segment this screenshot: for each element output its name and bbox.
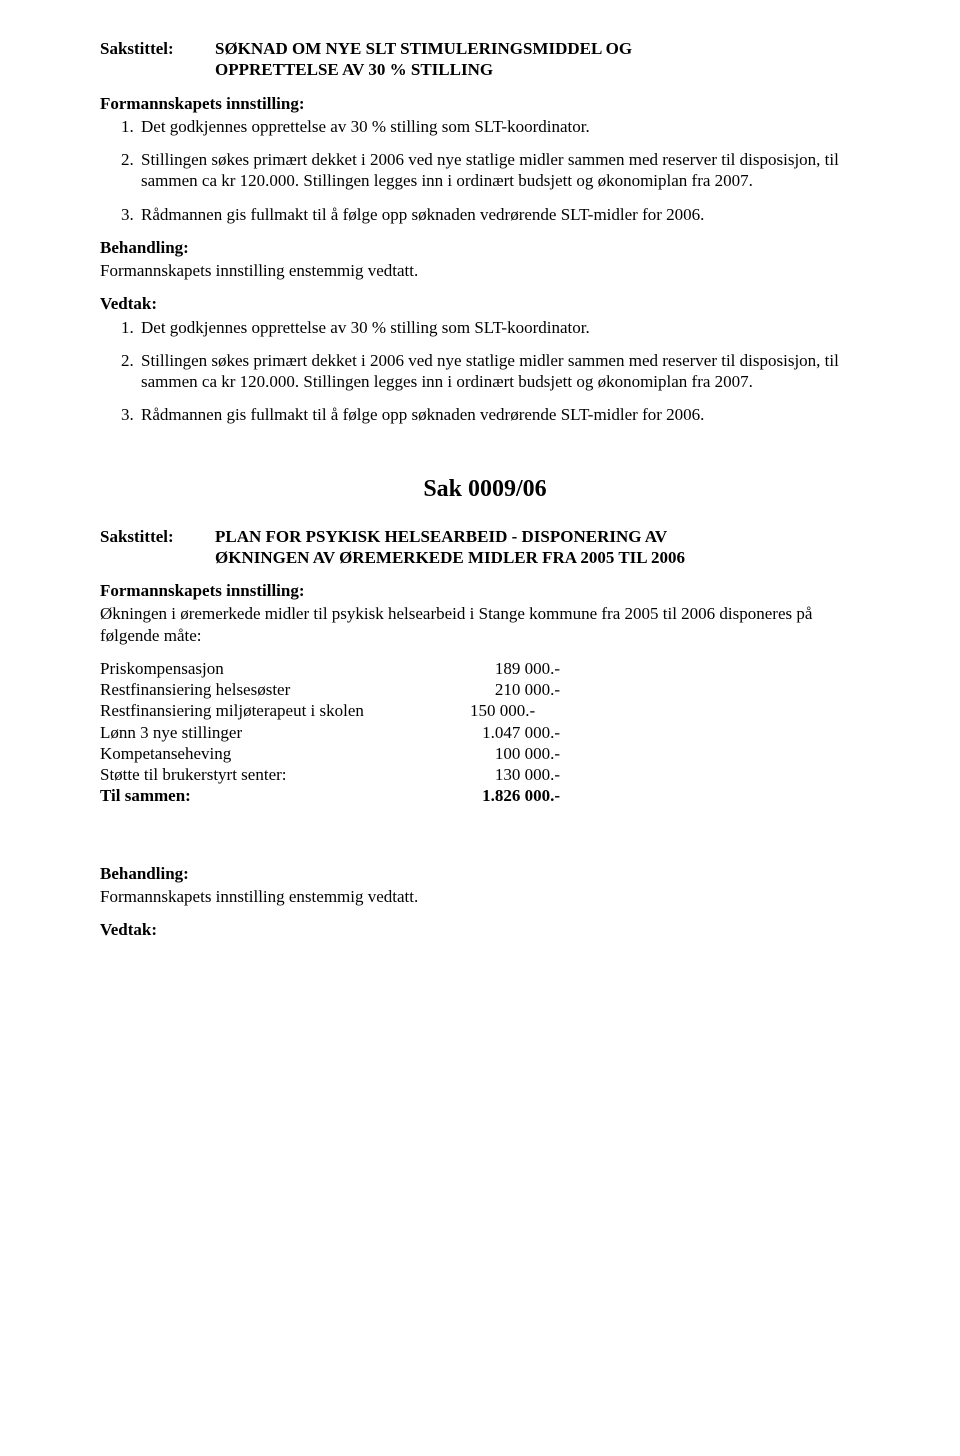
- sak2-behandling-text: Formannskapets innstilling enstemmig ved…: [100, 886, 870, 907]
- sak2-innstilling-text: Økningen i øremerkede midler til psykisk…: [100, 603, 870, 646]
- sak1-title-line2: OPPRETTELSE AV 30 % STILLING: [215, 59, 632, 80]
- sak1-vedtak-heading: Vedtak:: [100, 293, 870, 314]
- row-label: Restfinansiering helsesøster: [100, 679, 470, 700]
- table-row: Støtte til brukerstyrt senter: 130 000.-: [100, 764, 870, 785]
- row-value: 210 000.-: [470, 679, 560, 700]
- sak2-label: Sakstittel:: [100, 526, 215, 547]
- table-row: Kompetanseheving 100 000.-: [100, 743, 870, 764]
- table-row: Restfinansiering helsesøster 210 000.-: [100, 679, 870, 700]
- row-value: 150 000.-: [470, 700, 650, 721]
- row-value: 189 000.-: [470, 658, 560, 679]
- sak2-behandling-heading: Behandling:: [100, 863, 870, 884]
- sak1-vedtak-list: Det godkjennes opprettelse av 30 % still…: [100, 317, 870, 426]
- table-row: Restfinansiering miljøterapeut i skolen …: [100, 700, 870, 721]
- sak2-title-row: Sakstittel: PLAN FOR PSYKISK HELSEARBEID…: [100, 526, 870, 569]
- list-item: Stillingen søkes primært dekket i 2006 v…: [138, 350, 870, 393]
- sak2-innstilling-heading: Formannskapets innstilling:: [100, 580, 870, 601]
- table-row: Priskompensasjon 189 000.-: [100, 658, 870, 679]
- list-item: Det godkjennes opprettelse av 30 % still…: [138, 317, 870, 338]
- sak2-heading: Sak 0009/06: [100, 474, 870, 504]
- sak1-behandling-heading: Behandling:: [100, 237, 870, 258]
- list-item: Stillingen søkes primært dekket i 2006 v…: [138, 149, 870, 192]
- sak1-innstilling-heading: Formannskapets innstilling:: [100, 93, 870, 114]
- list-item: Rådmannen gis fullmakt til å følge opp s…: [138, 404, 870, 425]
- row-value: 1.047 000.-: [470, 722, 560, 743]
- row-label: Kompetanseheving: [100, 743, 470, 764]
- row-value: 100 000.-: [470, 743, 560, 764]
- row-label: Restfinansiering miljøterapeut i skolen: [100, 700, 470, 721]
- sak2-vedtak-heading: Vedtak:: [100, 919, 870, 940]
- row-label: Priskompensasjon: [100, 658, 470, 679]
- row-label: Til sammen:: [100, 785, 470, 806]
- sak1-title: SØKNAD OM NYE SLT STIMULERINGSMIDDEL OG …: [215, 38, 632, 81]
- sak2-title-line1: PLAN FOR PSYKISK HELSEARBEID - DISPONERI…: [215, 526, 685, 547]
- list-item: Rådmannen gis fullmakt til å følge opp s…: [138, 204, 870, 225]
- row-value: 1.826 000.-: [470, 785, 560, 806]
- row-label: Støtte til brukerstyrt senter:: [100, 764, 470, 785]
- sak1-title-row: Sakstittel: SØKNAD OM NYE SLT STIMULERIN…: [100, 38, 870, 81]
- sak1-label: Sakstittel:: [100, 38, 215, 59]
- table-row-total: Til sammen: 1.826 000.-: [100, 785, 870, 806]
- sak2-title-line2: ØKNINGEN AV ØREMERKEDE MIDLER FRA 2005 T…: [215, 547, 685, 568]
- row-value: 130 000.-: [470, 764, 560, 785]
- sak1-title-line1: SØKNAD OM NYE SLT STIMULERINGSMIDDEL OG: [215, 38, 632, 59]
- row-label: Lønn 3 nye stillinger: [100, 722, 470, 743]
- table-row: Lønn 3 nye stillinger 1.047 000.-: [100, 722, 870, 743]
- sak1-innstilling-list: Det godkjennes opprettelse av 30 % still…: [100, 116, 870, 225]
- list-item: Det godkjennes opprettelse av 30 % still…: [138, 116, 870, 137]
- sak2-title: PLAN FOR PSYKISK HELSEARBEID - DISPONERI…: [215, 526, 685, 569]
- sak1-behandling-text: Formannskapets innstilling enstemmig ved…: [100, 260, 870, 281]
- sak2-budget-table: Priskompensasjon 189 000.- Restfinansier…: [100, 658, 870, 807]
- document-page: Sakstittel: SØKNAD OM NYE SLT STIMULERIN…: [0, 0, 960, 1456]
